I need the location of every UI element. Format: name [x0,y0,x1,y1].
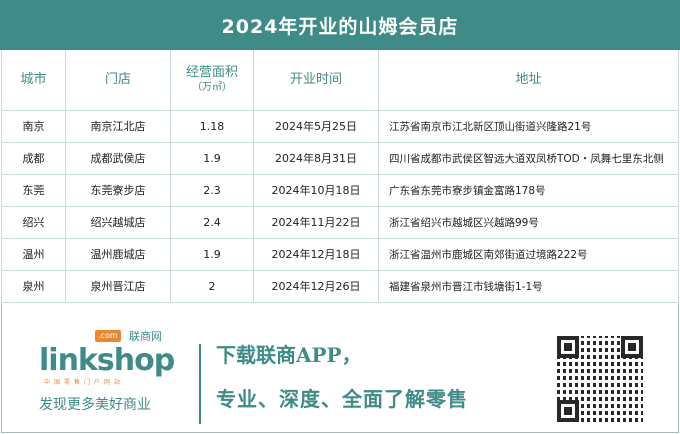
cell-date: 2024年10月18日 [253,173,379,207]
cell-address: 浙江省绍兴市越城区兴越路99号 [378,205,679,239]
cell-city: 泉州 [1,269,66,303]
header-store: 门店 [65,50,171,111]
cell-store: 泉州晋江店 [65,269,171,303]
cell-city: 东莞 [1,173,66,207]
qr-code[interactable] [557,336,643,422]
cell-address: 广东省东莞市寮步镇金富路178号 [378,173,679,207]
table-row: 温州 温州鹿城店 1.9 2024年12月18日 浙江省温州市鹿城区南郊街道过境路222… [1,237,679,271]
cell-date: 2024年8月31日 [253,141,379,175]
cell-area: 2.3 [170,173,254,207]
cell-store: 绍兴越城店 [65,205,171,239]
cell-area: 2.4 [170,205,254,239]
cell-date: 2024年12月26日 [253,269,379,303]
cell-date: 2024年5月25日 [253,109,379,143]
cell-city: 绍兴 [1,205,66,239]
page-title: 2024年开业的山姆会员店 [0,0,680,50]
table-row: 东莞 东莞寮步店 2.3 2024年10月18日 广东省东莞市寮步镇金富路178号 [1,173,679,207]
cell-area: 1.9 [170,141,254,175]
header-row: 城市 门店 经营面积 （万㎡） 开业时间 地址 [1,50,679,111]
cell-store: 南京江北店 [65,109,171,143]
table-row: 南京 南京江北店 1.18 2024年5月25日 江苏省南京市江北新区顶山街道兴隆路21… [1,109,679,143]
cell-store: 东莞寮步店 [65,173,171,207]
qr-finder [621,336,643,358]
promo-line-2: 专业、深度、全面了解零售 [216,387,468,411]
cell-address: 浙江省温州市鹿城区南郊街道过境路222号 [378,237,679,271]
store-table: 城市 门店 经营面积 （万㎡） 开业时间 地址 南京 南京江北店 1.18 2024年5… [1,50,679,303]
table-row: 绍兴 绍兴越城店 2.4 2024年11月22日 浙江省绍兴市越城区兴越路99号 [1,205,679,239]
logo-word: linkshop [39,343,175,378]
logo-cn: 联商网 [129,330,162,343]
cell-area: 1.9 [170,237,254,271]
cell-store: 温州鹿城店 [65,237,171,271]
slogan: 发现更多美好商业 [39,397,151,413]
cell-address: 福建省泉州市晋江市钱塘街1-1号 [378,269,679,303]
cell-date: 2024年12月18日 [253,237,379,271]
header-address: 地址 [378,50,679,111]
header-area-label: 经营面积 [185,65,238,81]
cell-area: 1.18 [170,109,254,143]
logo-com: .com [95,330,121,342]
cell-city: 温州 [1,237,66,271]
linkshop-logo: .com 联商网 linkshop 中国零售门户网站 [39,330,189,390]
qr-finder [557,336,579,358]
cell-city: 成都 [1,141,66,175]
qr-finder [557,400,579,422]
table-row: 成都 成都武侯店 1.9 2024年8月31日 四川省成都市武侯区智远大道双凤桥TOD・… [1,141,679,175]
logo-tagline: 中国零售门户网站 [44,379,125,386]
divider [199,344,201,424]
header-city: 城市 [1,50,66,111]
footer-banner: .com 联商网 linkshop 中国零售门户网站 发现更多美好商业 下载联商… [1,306,679,433]
table-row: 泉州 泉州晋江店 2 2024年12月26日 福建省泉州市晋江市钱塘街1-1号 [1,269,679,303]
header-date: 开业时间 [253,50,379,111]
header-area-unit: （万㎡） [192,82,232,94]
cell-area: 2 [170,269,254,303]
cell-store: 成都武侯店 [65,141,171,175]
cell-date: 2024年11月22日 [253,205,379,239]
promo-line-1: 下载联商APP， [216,343,362,367]
cell-address: 四川省成都市武侯区智远大道双凤桥TOD・凤舞七里东北侧 [378,141,679,175]
header-area: 经营面积 （万㎡） [170,50,254,111]
cell-address: 江苏省南京市江北新区顶山街道兴隆路21号 [378,109,679,143]
cell-city: 南京 [1,109,66,143]
